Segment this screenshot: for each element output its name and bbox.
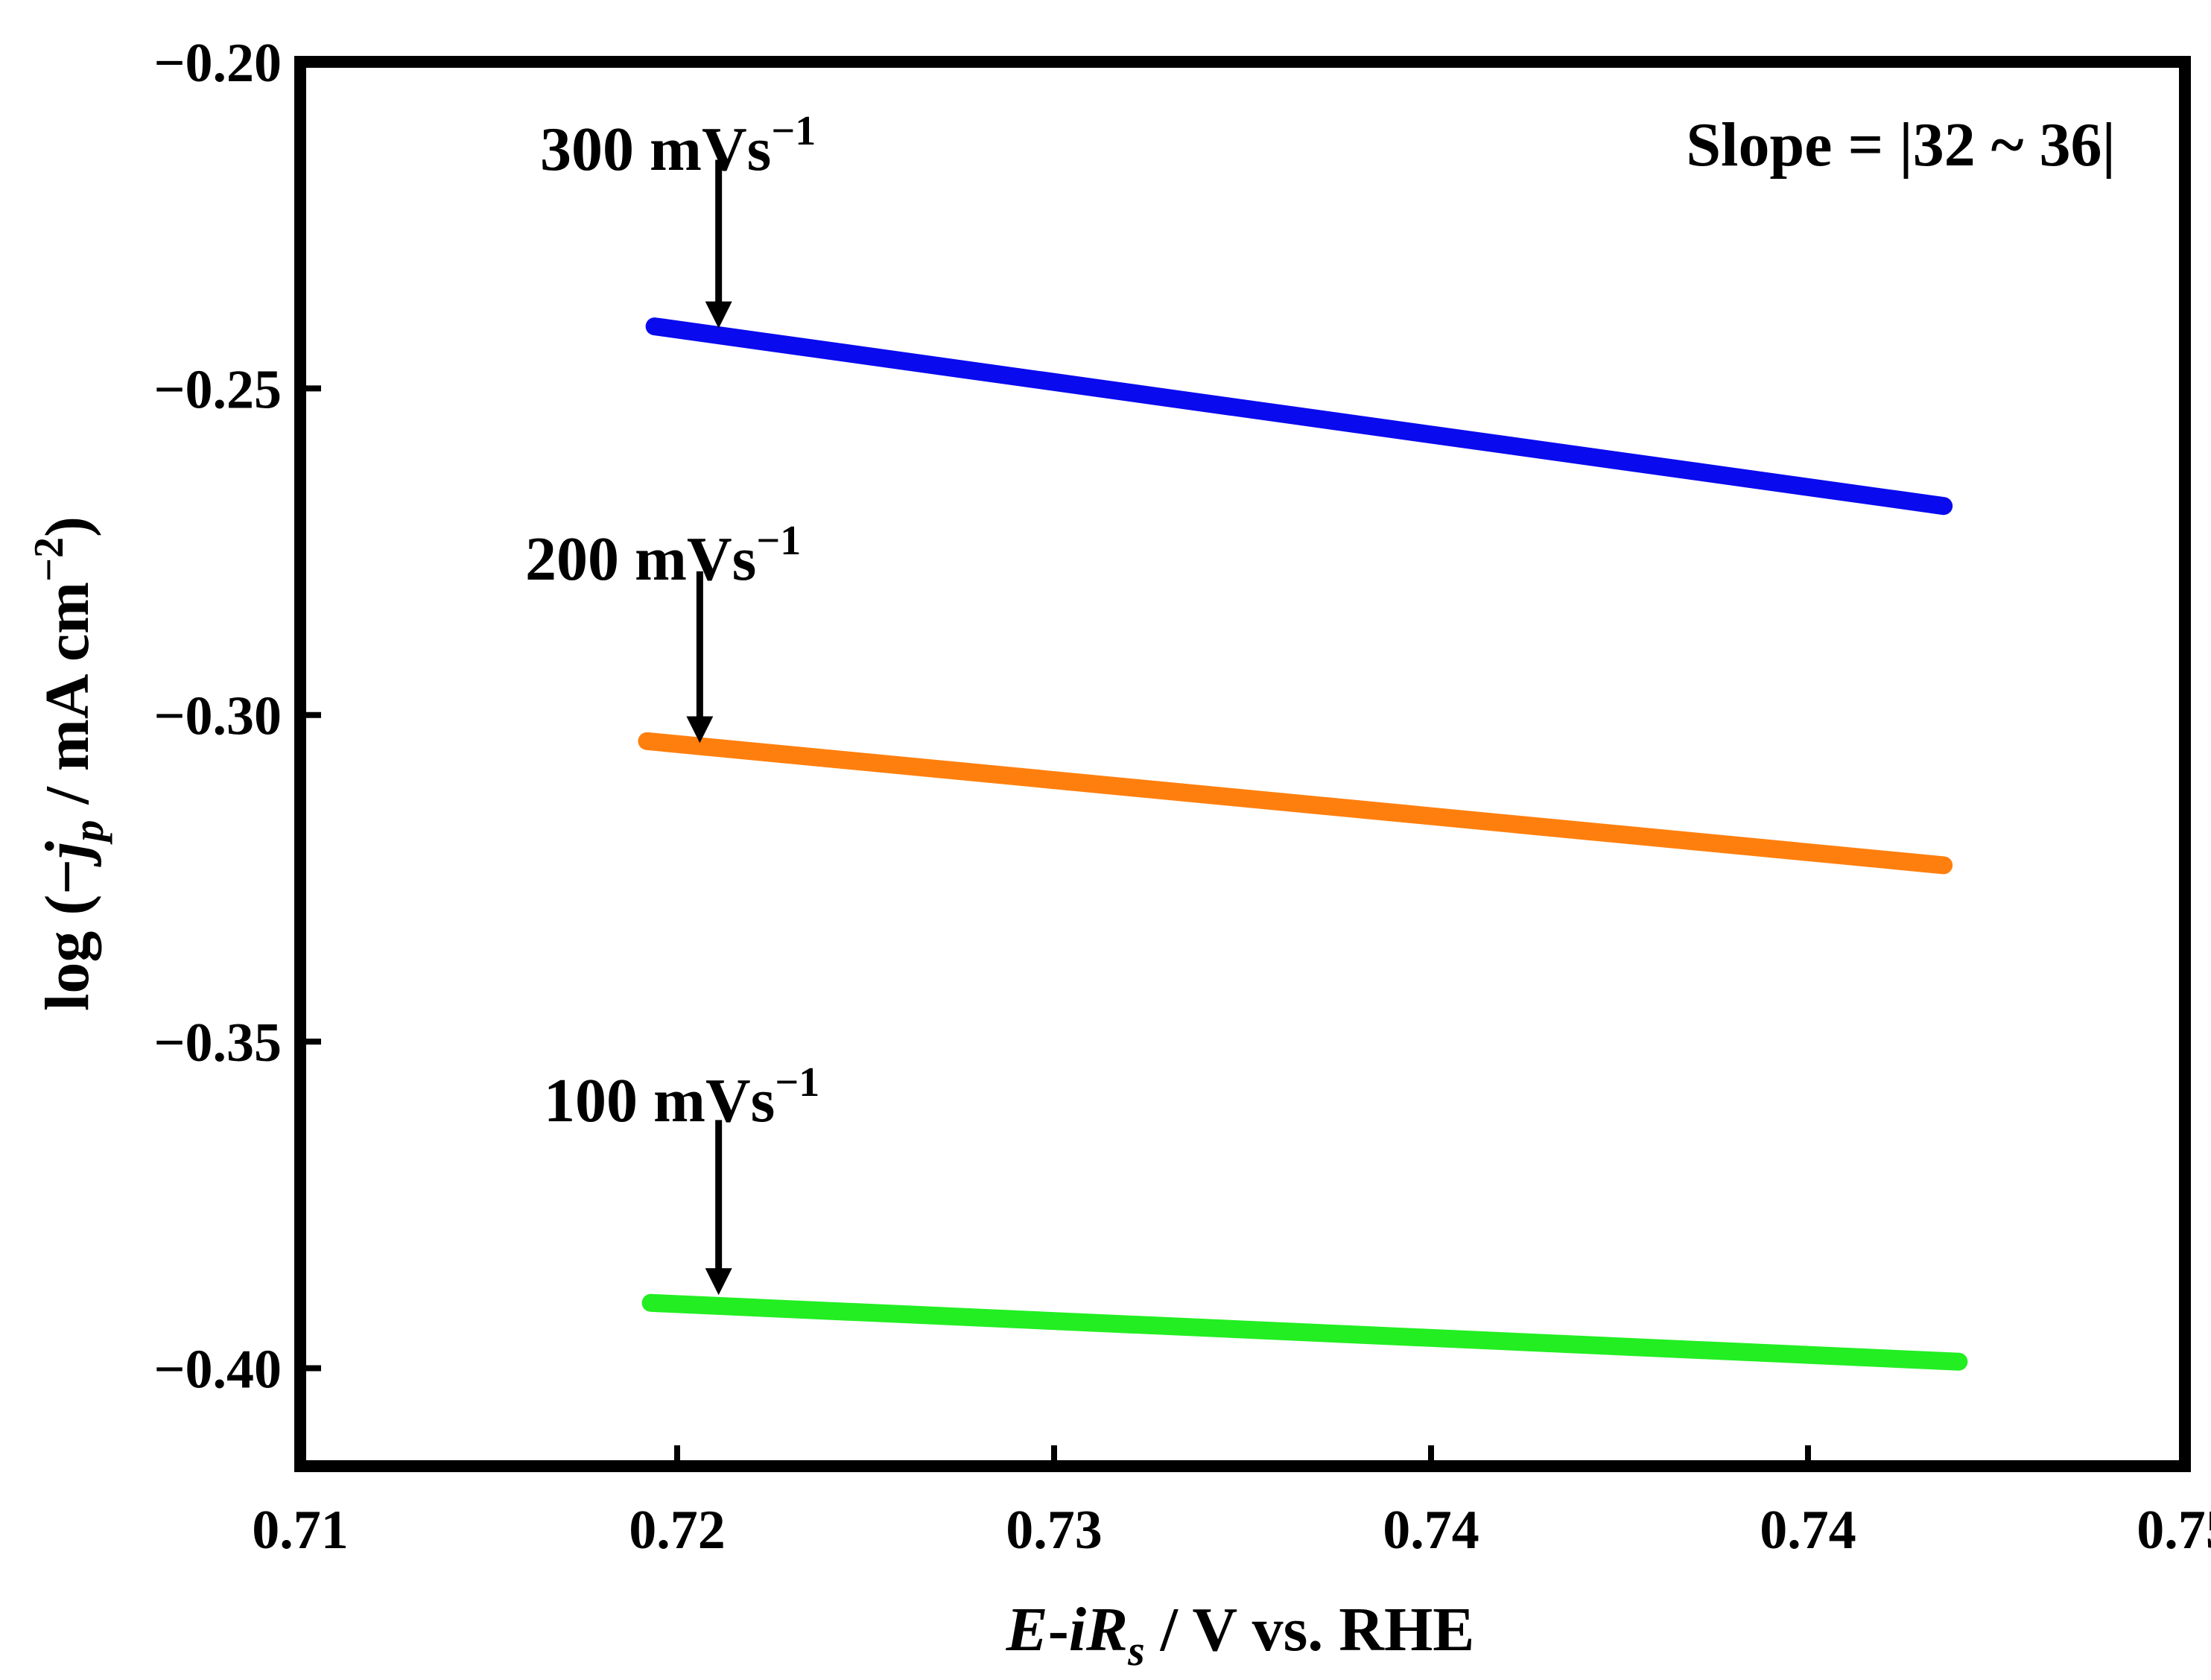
y-axis-ticks: −0.20 −0.25 −0.30 −0.35 −0.40 xyxy=(153,33,321,1400)
y-tick-label: −0.35 xyxy=(153,1012,282,1074)
series-label-300: 300 mVs−1 xyxy=(540,108,816,184)
series-label-200: 200 mVs−1 xyxy=(525,518,801,594)
x-axis-ticks: 0.71 0.72 0.73 0.74 0.74 0.75 xyxy=(252,1445,2211,1561)
plot-frame xyxy=(294,56,2191,1472)
y-tick-label: −0.40 xyxy=(153,1339,282,1400)
series-line-100 xyxy=(641,1293,1968,1371)
series-group xyxy=(638,317,1968,1371)
series-label-100: 100 mVs−1 xyxy=(544,1059,819,1135)
x-tick-label: 0.72 xyxy=(629,1500,726,1561)
x-axis-title: E-iRs / V vs. RHE xyxy=(1006,1595,1475,1675)
x-tick-label: 0.75 xyxy=(2137,1500,2211,1561)
y-tick-label: −0.30 xyxy=(153,686,282,747)
slope-annotation: Slope = |32 ~ 36| xyxy=(1686,110,2116,180)
x-tick-label: 0.73 xyxy=(1006,1500,1103,1561)
y-tick-label: −0.20 xyxy=(153,33,282,94)
y-tick-label: −0.25 xyxy=(153,359,282,420)
y-axis-title: log (−jp / mA cm−2) xyxy=(26,516,112,1011)
x-tick-label: 0.74 xyxy=(1383,1500,1479,1561)
x-tick-label: 0.74 xyxy=(1760,1500,1856,1561)
series-line-200 xyxy=(638,732,1953,875)
x-tick-label: 0.71 xyxy=(252,1500,349,1561)
series-line-300 xyxy=(645,317,1953,516)
arrow-group xyxy=(686,159,732,1296)
